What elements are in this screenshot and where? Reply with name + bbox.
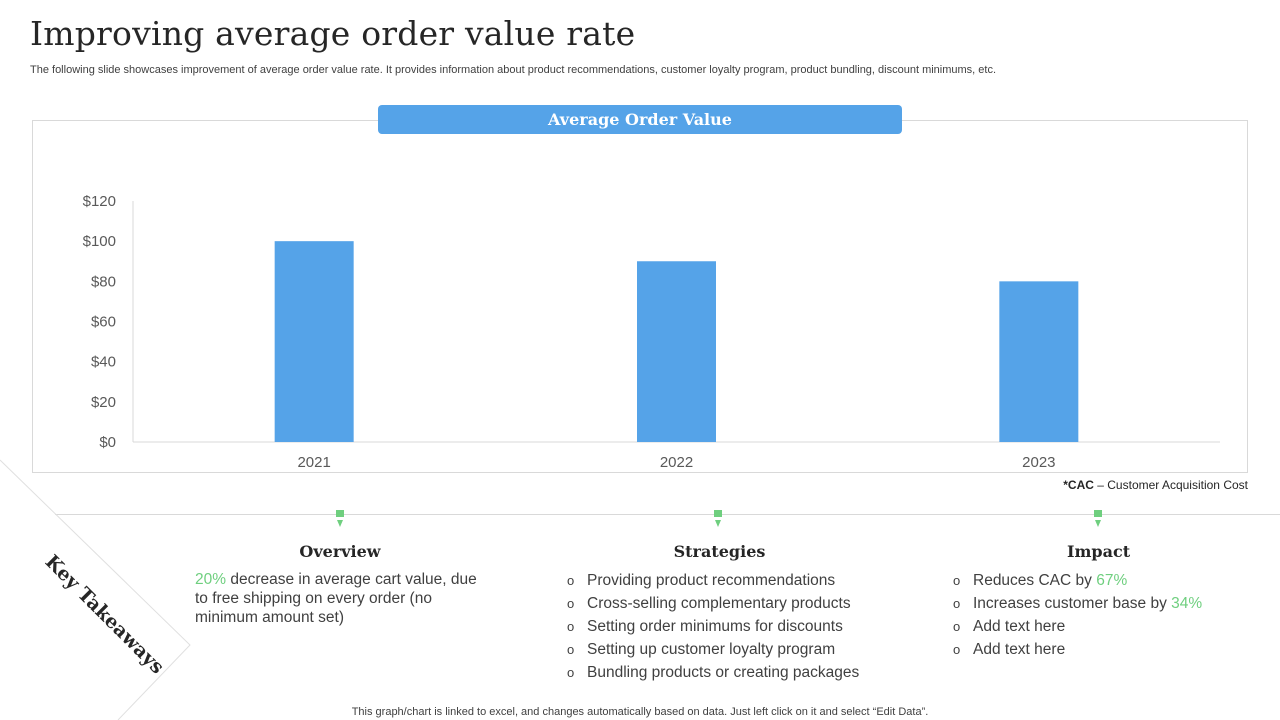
strategy-text: Bundling products or creating packages: [587, 664, 860, 681]
strategies-heading: Strategies: [673, 542, 766, 561]
impact-text: Add text here: [973, 618, 1066, 635]
y-tick-label: $80: [91, 273, 116, 290]
list-item: o Add text here: [953, 638, 1243, 661]
chart-title: Average Order Value: [378, 105, 902, 134]
impact-list: o Reduces CAC by 67% o Increases customer …: [953, 569, 1243, 661]
x-tick-label: 2023: [1022, 454, 1055, 471]
divider: [55, 514, 1280, 515]
impact-highlight: 67%: [1096, 572, 1128, 589]
strategies-column: Strategies o Providing product recommenda…: [567, 542, 872, 684]
bullet-icon: o: [953, 573, 961, 588]
impact-column: Impact o Reduces CAC by 67% o Increases cu…: [953, 542, 1243, 661]
footnote-abbr: *CAC: [1063, 478, 1094, 492]
bullet-icon: o: [567, 573, 575, 588]
bullet-icon: o: [953, 596, 961, 611]
y-tick-label: $120: [83, 193, 116, 210]
impact-text: Reduces CAC by: [973, 572, 1097, 589]
list-item: o Cross-selling complementary products: [567, 592, 872, 615]
footnote-text: – Customer Acquisition Cost: [1093, 478, 1248, 492]
overview-body: decrease in average cart value, due to f…: [195, 571, 477, 626]
bullet-icon: o: [567, 642, 575, 657]
strategy-text: Providing product recommendations: [587, 572, 836, 589]
impact-heading: Impact: [1067, 542, 1131, 561]
impact-text: Increases customer base by: [973, 595, 1172, 612]
bullet-icon: o: [953, 642, 961, 657]
footnote: *CAC – Customer Acquisition Cost: [1063, 478, 1248, 492]
strategy-text: Cross-selling complementary products: [587, 595, 851, 612]
y-tick-label: $40: [91, 354, 116, 371]
impact-marker-icon: [1094, 510, 1102, 527]
overview-marker-icon: [336, 510, 344, 527]
y-tick-label: $100: [83, 233, 116, 250]
strategies-list: o Providing product recommendations o Cros…: [567, 569, 872, 684]
list-item: o Reduces CAC by 67%: [953, 569, 1243, 592]
bullet-icon: o: [567, 619, 575, 634]
list-item: o Setting up customer loyalty program: [567, 638, 872, 661]
bottom-note: This graph/chart is linked to excel, and…: [351, 706, 929, 718]
strategy-text: Setting up customer loyalty program: [587, 641, 836, 658]
y-tick-label: $0: [99, 434, 116, 451]
impact-highlight: 34%: [1171, 595, 1203, 612]
bullet-icon: o: [953, 619, 961, 634]
bullet-icon: o: [567, 665, 575, 680]
strategies-marker-icon: [714, 510, 722, 527]
impact-text: Add text here: [973, 641, 1066, 658]
page-subtitle: The following slide showcases improvemen…: [30, 64, 997, 76]
bullet-icon: o: [567, 596, 575, 611]
overview-highlight: 20%: [195, 571, 227, 588]
overview-column: Overview 20% decrease in average cart va…: [195, 542, 485, 627]
y-tick-label: $20: [91, 394, 116, 411]
x-tick-label: 2021: [297, 454, 330, 471]
list-item: o Providing product recommendations: [567, 569, 872, 592]
strategy-text: Setting order minimums for discounts: [587, 618, 843, 635]
y-tick-label: $60: [91, 314, 116, 331]
page-title: Improving average order value rate: [30, 14, 636, 53]
list-item: o Setting order minimums for discounts: [567, 615, 872, 638]
list-item: o Increases customer base by 34%: [953, 592, 1243, 615]
bar-2021[interactable]: [274, 241, 354, 442]
bar-2023[interactable]: [999, 281, 1079, 442]
overview-text: 20% decrease in average cart value, due …: [195, 570, 485, 627]
list-item: o Add text here: [953, 615, 1243, 638]
overview-heading: Overview: [299, 542, 381, 561]
bar-2022[interactable]: [637, 261, 716, 442]
list-item: o Bundling products or creating packages: [567, 661, 872, 684]
x-tick-label: 2022: [660, 454, 693, 471]
